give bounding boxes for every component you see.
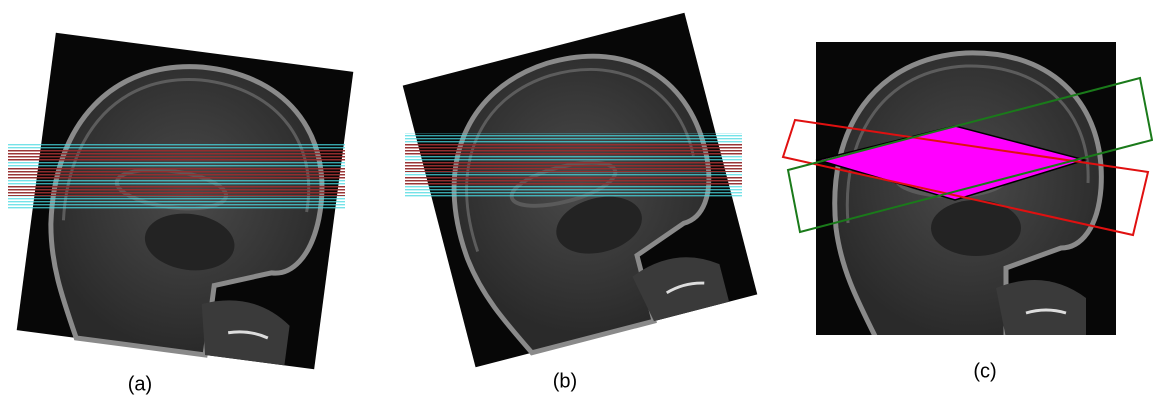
figure: (a) (b) (c) <box>0 0 1153 401</box>
panel-label: (b) <box>553 370 577 392</box>
slice-band <box>8 168 345 179</box>
slice-band <box>405 162 742 172</box>
panel-b: (b) <box>403 13 758 393</box>
slice-band <box>405 176 742 186</box>
panel-c: (c) <box>783 38 1152 382</box>
panel-label: (a) <box>128 373 152 395</box>
panel-a: (a) <box>8 33 353 396</box>
slice-band <box>8 150 345 161</box>
slice-band <box>405 143 742 155</box>
panel-label: (c) <box>973 360 996 382</box>
slice-band <box>8 185 345 196</box>
